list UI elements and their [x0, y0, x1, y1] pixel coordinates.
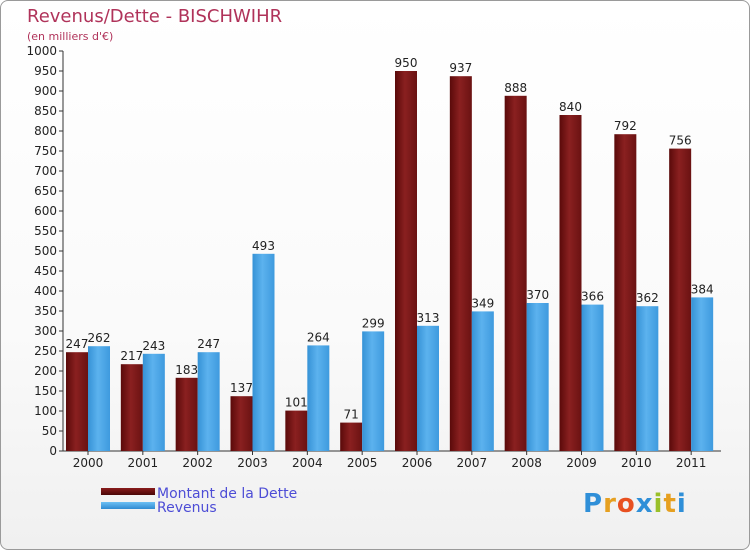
bar-revenus: [197, 352, 220, 451]
logo-letter: o: [616, 489, 636, 519]
bar-dette: [285, 410, 308, 451]
bar-revenus: [88, 346, 110, 451]
data-label-dette: 71: [344, 408, 359, 422]
y-tick-label: 250: [34, 344, 57, 358]
y-tick-label: 150: [34, 384, 57, 398]
x-tick-label: 2001: [128, 456, 159, 470]
x-tick-label: 2007: [457, 456, 488, 470]
bar-revenus: [417, 325, 439, 451]
logo-letter: i: [676, 489, 687, 519]
bar-dette: [175, 377, 198, 451]
data-label-revenus: 370: [526, 288, 549, 302]
x-tick-label: 2009: [566, 456, 597, 470]
data-label-revenus: 349: [471, 296, 494, 310]
y-tick-label: 950: [34, 64, 57, 78]
y-tick-label: 900: [34, 84, 57, 98]
data-label-dette: 756: [669, 134, 692, 148]
legend-label-dette: Montant de la Dette: [157, 486, 298, 502]
bar-revenus: [526, 303, 549, 451]
bar-revenus: [307, 345, 330, 451]
bar-revenus: [691, 297, 714, 451]
y-tick-label: 850: [34, 104, 57, 118]
legend-swatch-dette: [101, 487, 155, 495]
y-tick-label: 750: [34, 144, 57, 158]
logo-letter: t: [663, 489, 677, 519]
data-label-dette: 101: [285, 396, 308, 410]
y-tick-label: 700: [34, 164, 57, 178]
data-label-dette: 840: [559, 100, 582, 114]
logo-letter: r: [603, 489, 617, 519]
proxiti-logo: Proxiti: [583, 489, 687, 519]
data-label-revenus: 299: [362, 316, 385, 330]
y-tick-label: 600: [34, 204, 57, 218]
bar-dette: [395, 71, 417, 451]
x-tick-label: 2006: [402, 456, 433, 470]
x-tick-label: 2010: [621, 456, 652, 470]
data-label-revenus: 264: [307, 330, 330, 344]
logo-letter: P: [583, 489, 604, 519]
bar-revenus: [142, 353, 165, 451]
data-label-dette: 217: [120, 349, 143, 363]
legend-item-revenus: Revenus: [101, 500, 217, 518]
x-tick-label: 2004: [292, 456, 323, 470]
data-label-revenus: 366: [581, 290, 604, 304]
bar-dette: [559, 115, 582, 451]
x-tick-label: 2011: [676, 456, 707, 470]
legend-label-revenus: Revenus: [157, 500, 217, 516]
bar-revenus: [252, 253, 275, 451]
y-tick-label: 650: [34, 184, 57, 198]
data-label-dette: 888: [504, 81, 527, 95]
y-tick-label: 50: [42, 424, 57, 438]
bar-dette: [614, 134, 637, 451]
data-label-dette: 183: [175, 363, 198, 377]
y-tick-label: 0: [49, 444, 57, 458]
data-label-revenus: 243: [142, 339, 165, 353]
data-label-revenus: 362: [636, 291, 659, 305]
chart-subtitle: (en milliers d'€): [27, 30, 114, 43]
data-label-dette: 937: [449, 61, 472, 75]
data-label-dette: 792: [614, 119, 637, 133]
y-tick-label: 200: [34, 364, 57, 378]
bar-dette: [340, 422, 363, 451]
chart-title: Revenus/Dette - BISCHWIHR: [27, 6, 283, 27]
bar-dette: [449, 76, 472, 451]
y-tick-label: 300: [34, 324, 57, 338]
x-tick-label: 2008: [511, 456, 542, 470]
y-tick-label: 550: [34, 224, 57, 238]
bar-dette: [230, 396, 253, 451]
bar-revenus: [581, 304, 604, 451]
y-tick-label: 100: [34, 404, 57, 418]
data-label-revenus: 493: [252, 239, 275, 253]
y-tick-label: 450: [34, 264, 57, 278]
data-label-revenus: 384: [691, 282, 714, 296]
x-tick-label: 2002: [182, 456, 213, 470]
logo-letter: x: [635, 489, 654, 519]
y-tick-label: 350: [34, 304, 57, 318]
y-tick-label: 500: [34, 244, 57, 258]
data-label-revenus: 247: [197, 337, 220, 351]
y-tick-label: 800: [34, 124, 57, 138]
data-label-revenus: 313: [417, 311, 440, 325]
bar-revenus: [362, 331, 385, 451]
y-tick-label: 1000: [26, 44, 57, 58]
bar-revenus: [636, 306, 659, 451]
x-tick-label: 2005: [347, 456, 378, 470]
legend-swatch-revenus: [101, 501, 155, 509]
bar-dette: [669, 148, 692, 451]
bar-dette: [120, 364, 143, 451]
x-tick-label: 2000: [73, 456, 104, 470]
logo-letter: i: [653, 489, 664, 519]
data-label-dette: 137: [230, 381, 253, 395]
legend-item-dette: Montant de la Dette: [101, 486, 297, 504]
data-label-revenus: 262: [88, 331, 111, 345]
y-tick-label: 400: [34, 284, 57, 298]
data-label-dette: 247: [66, 337, 89, 351]
bar-dette: [66, 352, 88, 451]
bar-dette: [504, 95, 527, 452]
x-tick-label: 2003: [237, 456, 268, 470]
bar-revenus: [471, 311, 494, 451]
data-label-dette: 950: [395, 56, 418, 70]
